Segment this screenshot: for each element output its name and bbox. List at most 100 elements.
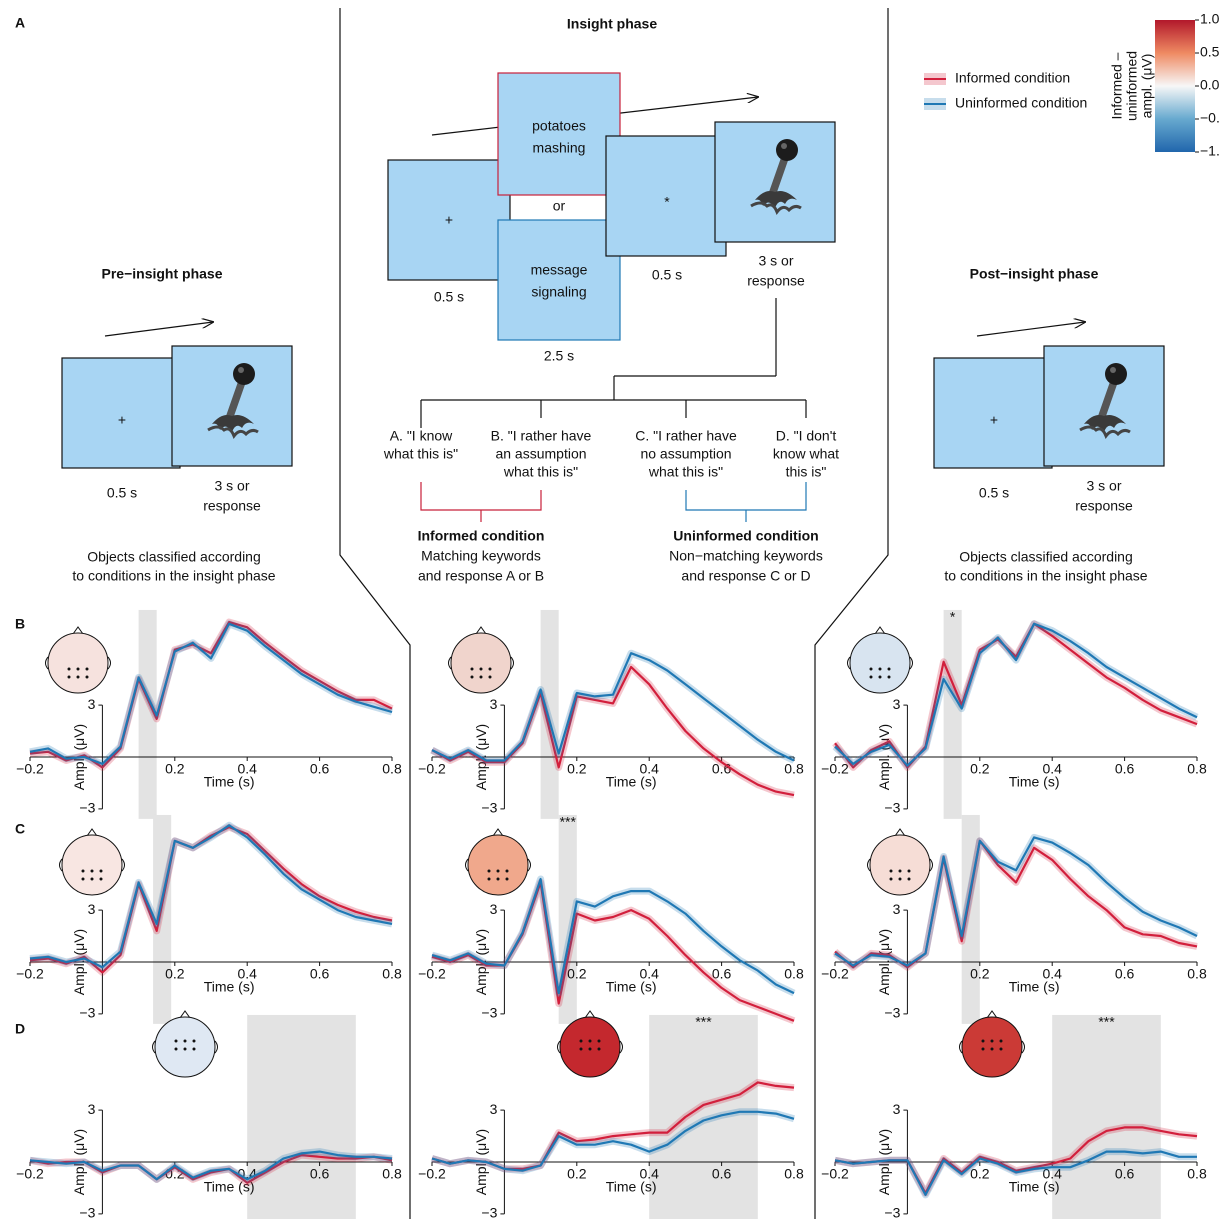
duration: response xyxy=(747,273,805,289)
y-tick-label: 3 xyxy=(893,1101,901,1117)
x-tick-label: 0.8 xyxy=(382,1166,402,1182)
response-option: what this is" xyxy=(383,446,458,462)
erp-chart: ***−0.20.20.40.60.8−33Time (s)Ampl. (μV) xyxy=(821,1011,1207,1219)
electrode xyxy=(870,676,873,679)
electrode xyxy=(908,870,911,873)
phase-title: Post−insight phase xyxy=(970,266,1099,282)
electrode xyxy=(175,1048,178,1051)
electrode xyxy=(497,870,500,873)
x-axis-label: Time (s) xyxy=(1009,774,1060,790)
significance-label: * xyxy=(950,609,956,625)
electrode xyxy=(506,870,509,873)
x-tick-label: 0.8 xyxy=(1187,1166,1207,1182)
topomap xyxy=(850,633,910,693)
panel-label: D xyxy=(15,1021,25,1037)
fixation: + xyxy=(118,412,126,428)
x-tick-label: 0.2 xyxy=(567,761,587,777)
y-tick-label: −3 xyxy=(481,1205,497,1219)
electrode xyxy=(879,668,882,671)
x-tick-label: 0.2 xyxy=(567,966,587,982)
fixation: + xyxy=(990,412,998,428)
electrode xyxy=(77,676,80,679)
colorbar-title: uninformed xyxy=(1124,51,1140,121)
x-tick-label: 0.2 xyxy=(165,761,185,777)
electrode xyxy=(86,668,89,671)
electrode xyxy=(68,668,71,671)
duration: 0.5 s xyxy=(107,485,137,501)
x-axis-label: Time (s) xyxy=(606,1179,657,1195)
erp-chart: −0.20.20.40.60.8−33Time (s)Ampl. (μV) xyxy=(821,815,1207,1024)
legend-label: Informed condition xyxy=(955,70,1070,86)
significance-window xyxy=(944,610,962,819)
x-tick-label: 0.6 xyxy=(310,966,330,982)
keyword: mashing xyxy=(533,140,586,156)
x-axis-label: Time (s) xyxy=(606,979,657,995)
erp-chart: ***−0.20.20.40.60.8−33Time (s)Ampl. (μV) xyxy=(418,814,804,1024)
response-option: what this is" xyxy=(648,464,723,480)
y-tick-label: −3 xyxy=(884,1005,900,1021)
x-tick-label: 0.6 xyxy=(310,1166,330,1182)
y-tick-label: −3 xyxy=(79,1205,95,1219)
electrode xyxy=(890,870,893,873)
duration: 0.5 s xyxy=(434,289,464,305)
electrode xyxy=(899,878,902,881)
electrode xyxy=(471,668,474,671)
significance-label: *** xyxy=(1098,1014,1115,1030)
y-tick-label: 3 xyxy=(490,696,498,712)
caption: Objects classified according xyxy=(87,549,261,565)
condition-title: Uninformed condition xyxy=(673,528,818,544)
x-tick-label: −0.2 xyxy=(16,761,44,777)
legend-label: Uninformed condition xyxy=(955,95,1087,111)
duration: 2.5 s xyxy=(544,348,574,364)
electrode xyxy=(77,668,80,671)
y-tick-label: −3 xyxy=(79,1005,95,1021)
electrode xyxy=(471,676,474,679)
x-tick-label: 0.8 xyxy=(382,966,402,982)
significance-label: *** xyxy=(560,814,577,830)
electrode xyxy=(879,676,882,679)
condition-text: Non−matching keywords xyxy=(669,548,823,564)
fixation: + xyxy=(445,212,453,228)
electrode xyxy=(489,676,492,679)
colorbar-tick-label: 0.0 xyxy=(1200,77,1220,93)
x-tick-label: 0.2 xyxy=(567,1166,587,1182)
colorbar xyxy=(1155,20,1195,152)
electrode xyxy=(497,878,500,881)
erp-chart: *−0.20.20.40.60.8−33Time (s)Ampl. (μV) xyxy=(821,609,1207,819)
electrode xyxy=(100,878,103,881)
x-tick-label: 0.8 xyxy=(382,761,402,777)
caption: to conditions in the insight phase xyxy=(944,568,1147,584)
electrode xyxy=(888,668,891,671)
x-tick-label: −0.2 xyxy=(418,966,446,982)
response-option: A. "I know xyxy=(390,428,453,444)
bracket xyxy=(686,482,806,510)
electrode xyxy=(91,870,94,873)
electrode xyxy=(506,878,509,881)
x-tick-label: −0.2 xyxy=(821,1166,849,1182)
electrode xyxy=(589,1040,592,1043)
x-tick-label: 0.8 xyxy=(784,966,804,982)
duration: 0.5 s xyxy=(979,485,1009,501)
x-tick-label: −0.2 xyxy=(16,1166,44,1182)
electrode xyxy=(86,676,89,679)
electrode xyxy=(489,668,492,671)
electrode xyxy=(82,870,85,873)
electrode xyxy=(68,676,71,679)
duration: 3 s or xyxy=(1086,478,1121,494)
electrode xyxy=(193,1048,196,1051)
x-tick-label: 0.2 xyxy=(970,966,990,982)
x-axis-label: Time (s) xyxy=(204,979,255,995)
panel-label: B xyxy=(15,616,25,632)
keyword: potatoes xyxy=(532,118,586,134)
y-tick-label: −3 xyxy=(884,1205,900,1219)
topomap xyxy=(468,835,528,895)
y-tick-label: 3 xyxy=(490,901,498,917)
duration: 3 s or xyxy=(214,478,249,494)
electrode xyxy=(1000,1040,1003,1043)
x-tick-label: 0.2 xyxy=(970,761,990,777)
colorbar-tick-label: 1.0 xyxy=(1200,11,1220,27)
arrow xyxy=(977,322,1085,336)
x-tick-label: 0.6 xyxy=(1115,761,1135,777)
